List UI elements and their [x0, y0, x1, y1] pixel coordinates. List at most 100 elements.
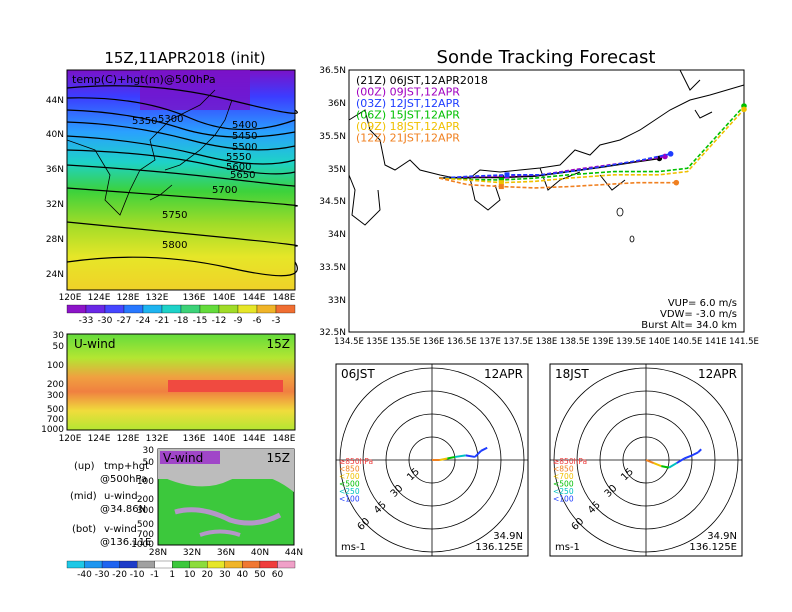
lon-tick: 148E	[273, 434, 296, 444]
level-legend: <100	[339, 495, 360, 504]
hodograph-segment	[676, 457, 685, 464]
lon-tick: 144E	[243, 293, 266, 303]
burst-marker	[498, 177, 504, 183]
lon-tick: 135.5E	[391, 337, 421, 347]
lat-tick: 24N	[46, 270, 64, 280]
hodograph-segment	[661, 465, 670, 469]
p-tick: 700	[47, 415, 64, 425]
colorbar-tick: -20	[112, 570, 127, 580]
p-tick: 500	[47, 405, 64, 415]
hodograph-lat: 34.9N	[707, 531, 737, 542]
lat-tick: 36N	[46, 165, 64, 175]
wind-colorbar: -40 -30 -20 -10 -1 1 10 20 30 40 50 60	[66, 560, 296, 580]
colorbar-tick: -24	[136, 316, 151, 326]
lon-tick: 135E	[366, 337, 388, 347]
colorbar-tick: -9	[234, 316, 243, 326]
lon-tick: 138E	[536, 337, 558, 347]
lon-tick: 140E	[213, 434, 236, 444]
note-key: (mid)	[70, 491, 97, 502]
lat-tick: 40N	[46, 130, 64, 140]
colorbar-tick: -1	[150, 570, 159, 580]
vwind-panel: V-wind 15Z	[157, 448, 295, 546]
colorbar-tick: -33	[79, 316, 94, 326]
lon-tick: 144E	[243, 434, 266, 444]
colorbar-swatch	[123, 304, 144, 314]
vwind-label-bg	[160, 451, 220, 464]
legend-entry: (21Z) 06JST,12APR2018	[356, 74, 488, 87]
colorbar-tick: 40	[237, 570, 249, 580]
colorbar-tick: 50	[254, 570, 266, 580]
colorbar-swatch	[84, 560, 103, 569]
level-legend: <850	[553, 465, 574, 474]
param-vup: VUP= 6.0 m/s	[668, 298, 737, 309]
burst-marker	[498, 180, 504, 186]
level-legend: <500	[553, 480, 574, 489]
legend-entry: (06Z) 15JST,12APR	[356, 109, 460, 122]
uwind-panel: U-wind 15Z	[66, 333, 296, 431]
contour-label: 5700	[212, 185, 237, 196]
track-lon-ticks: 134.5E 135E 135.5E 136E 136.5E 137E 137.5E 138E…	[334, 337, 759, 347]
track-params: VUP= 6.0 m/s VDW= -3.0 m/s Burst Alt= 34…	[641, 298, 737, 331]
hodograph-date: 12APR	[698, 367, 737, 381]
lon-tick: 124E	[88, 434, 111, 444]
p-tick: 100	[47, 361, 64, 371]
p-tick: 700	[137, 530, 154, 540]
lat-tick: 32N	[183, 548, 201, 558]
lon-tick: 137.5E	[503, 337, 533, 347]
colorbar-swatch	[142, 304, 163, 314]
landing-point	[667, 151, 674, 157]
track-lines	[439, 103, 747, 190]
p-tick: 30	[53, 331, 65, 341]
colorbar-swatch	[85, 304, 106, 314]
track-series-line	[439, 177, 677, 189]
lon-tick: 139.5E	[616, 337, 646, 347]
level-legend: <250	[553, 487, 574, 496]
colorbar-tick: 1	[169, 570, 175, 580]
hodograph-time: 06JST	[341, 367, 375, 381]
colorbar-swatch	[277, 560, 296, 569]
lon-tick: 132E	[146, 434, 169, 444]
uwind-lon-ticks: 120E 124E 128E 132E 136E 140E 144E 148E	[59, 434, 296, 444]
track-series-line	[439, 153, 671, 179]
vwind-lat-ticks: 28N 32N 36N 40N 44N	[149, 548, 303, 558]
lat-tick: 36N	[217, 548, 235, 558]
hodograph-segment	[653, 462, 662, 468]
lat-tick: 40N	[251, 548, 269, 558]
lat-tick: 35N	[328, 165, 346, 175]
contour-labels: 5300 5350 5400 5450 5500 5550 5600 5650 …	[132, 114, 257, 251]
legend-entry: (03Z) 12JST,12APR	[356, 97, 460, 110]
burst-marker	[498, 184, 504, 190]
vwind-time: 15Z	[267, 451, 291, 465]
landing-point	[741, 106, 747, 113]
lat-tick: 33.5N	[319, 263, 346, 273]
hodograph-lat: 34.9N	[493, 531, 523, 542]
contour-label: 5450	[232, 131, 257, 142]
lon-tick: 136E	[183, 434, 206, 444]
lat-tick: 44N	[285, 548, 303, 558]
contour-label: 5500	[232, 142, 257, 153]
hodograph-segment	[668, 462, 678, 469]
note-val2: @136.11E	[100, 537, 151, 548]
hodograph-segment	[447, 455, 456, 460]
colorbar-swatch	[242, 560, 261, 569]
lon-tick: 136.5E	[447, 337, 477, 347]
track-series-line	[439, 108, 745, 184]
colorbar-tick: -27	[117, 316, 132, 326]
level-legend: <500	[339, 480, 360, 489]
p-tick: 500	[137, 520, 154, 530]
param-burst: Burst Alt= 34.0 km	[641, 320, 737, 331]
hodograph-segment	[697, 448, 702, 454]
cold-core	[140, 70, 250, 110]
jet-core	[168, 380, 283, 392]
contour-label: 5550	[226, 152, 251, 163]
colorbar-swatch	[189, 560, 208, 569]
hodograph-date: 12APR	[484, 367, 523, 381]
hodograph-lon: 136.125E	[475, 542, 523, 553]
map-lon-ticks: 120E 124E 128E 132E 136E 140E 144E 148E	[59, 293, 296, 303]
map-lat-ticks: 44N 40N 36N 32N 28N 24N	[46, 96, 64, 280]
lat-tick: 44N	[46, 96, 64, 106]
hodograph-segment	[691, 451, 699, 457]
